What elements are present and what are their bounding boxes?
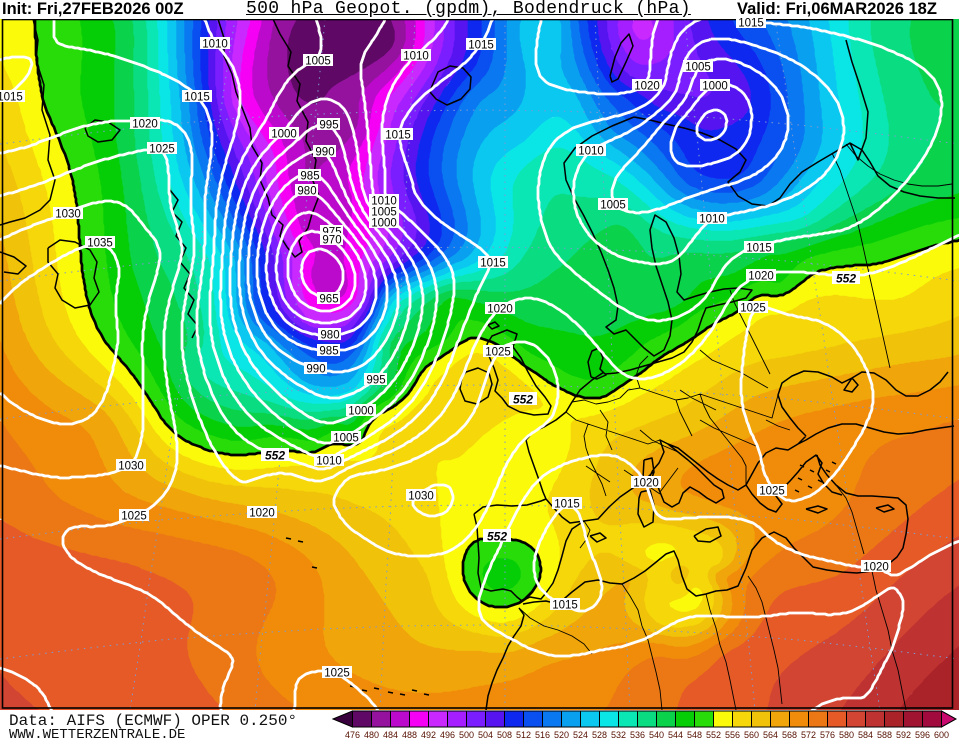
svg-text:576: 576	[820, 730, 835, 740]
svg-text:1020: 1020	[633, 478, 659, 490]
svg-text:552: 552	[265, 449, 285, 463]
svg-text:1000: 1000	[702, 81, 728, 93]
svg-text:500: 500	[459, 730, 474, 740]
svg-text:1005: 1005	[600, 200, 626, 212]
svg-text:1005: 1005	[333, 433, 359, 445]
svg-text:1025: 1025	[149, 144, 175, 156]
svg-text:596: 596	[915, 730, 930, 740]
svg-text:1010: 1010	[316, 456, 342, 468]
svg-text:995: 995	[366, 375, 385, 387]
svg-text:1015: 1015	[385, 130, 411, 142]
svg-text:1030: 1030	[408, 491, 434, 503]
svg-text:544: 544	[668, 730, 683, 740]
svg-text:1010: 1010	[403, 51, 429, 63]
svg-text:1015: 1015	[480, 258, 506, 270]
svg-text:1035: 1035	[87, 238, 113, 250]
svg-text:532: 532	[611, 730, 626, 740]
svg-text:524: 524	[573, 730, 588, 740]
svg-text:1015: 1015	[552, 600, 578, 612]
svg-text:1030: 1030	[55, 209, 81, 221]
svg-text:990: 990	[306, 364, 325, 376]
svg-text:1020: 1020	[748, 271, 774, 283]
svg-text:552: 552	[487, 530, 507, 544]
svg-text:516: 516	[535, 730, 550, 740]
svg-text:540: 540	[649, 730, 664, 740]
svg-text:520: 520	[554, 730, 569, 740]
svg-text:1020: 1020	[634, 81, 660, 93]
svg-text:1020: 1020	[487, 304, 513, 316]
svg-text:552: 552	[513, 393, 533, 407]
svg-text:990: 990	[315, 147, 334, 159]
svg-text:484: 484	[383, 730, 398, 740]
svg-text:512: 512	[516, 730, 531, 740]
svg-text:1010: 1010	[699, 214, 725, 226]
svg-text:985: 985	[300, 171, 319, 183]
svg-text:1020: 1020	[132, 119, 158, 131]
svg-text:488: 488	[402, 730, 417, 740]
svg-text:548: 548	[687, 730, 702, 740]
svg-text:1025: 1025	[485, 347, 511, 359]
svg-text:560: 560	[744, 730, 759, 740]
svg-text:1015: 1015	[0, 92, 23, 104]
svg-text:508: 508	[497, 730, 512, 740]
svg-text:1025: 1025	[759, 486, 785, 498]
svg-text:985: 985	[319, 346, 338, 358]
svg-text:600: 600	[934, 730, 949, 740]
svg-text:528: 528	[592, 730, 607, 740]
svg-text:1025: 1025	[324, 668, 350, 680]
svg-text:1010: 1010	[202, 39, 228, 51]
svg-text:1005: 1005	[305, 56, 331, 68]
svg-text:1025: 1025	[740, 303, 766, 315]
svg-text:552: 552	[836, 272, 856, 286]
svg-text:492: 492	[421, 730, 436, 740]
svg-text:1030: 1030	[118, 461, 144, 473]
svg-text:1010: 1010	[371, 196, 397, 208]
svg-text:592: 592	[896, 730, 911, 740]
svg-text:564: 564	[763, 730, 778, 740]
svg-text:970: 970	[322, 235, 341, 247]
svg-text:536: 536	[630, 730, 645, 740]
svg-text:480: 480	[364, 730, 379, 740]
svg-text:1005: 1005	[685, 62, 711, 74]
svg-text:995: 995	[319, 120, 338, 132]
svg-text:980: 980	[320, 330, 339, 342]
svg-text:1005: 1005	[371, 207, 397, 219]
svg-text:504: 504	[478, 730, 493, 740]
svg-text:1015: 1015	[468, 40, 494, 52]
svg-text:1025: 1025	[121, 511, 147, 523]
svg-text:496: 496	[440, 730, 455, 740]
svg-text:580: 580	[839, 730, 854, 740]
svg-text:980: 980	[297, 186, 316, 198]
svg-text:1000: 1000	[271, 129, 297, 141]
svg-text:1015: 1015	[554, 499, 580, 511]
svg-text:1015: 1015	[184, 92, 210, 104]
svg-text:965: 965	[319, 294, 338, 306]
svg-text:584: 584	[858, 730, 873, 740]
svg-text:1015: 1015	[738, 18, 764, 30]
svg-text:1000: 1000	[371, 218, 397, 230]
svg-text:552: 552	[706, 730, 721, 740]
svg-text:568: 568	[782, 730, 797, 740]
svg-text:1020: 1020	[249, 508, 275, 520]
svg-text:1015: 1015	[746, 243, 772, 255]
svg-text:1010: 1010	[578, 146, 604, 158]
svg-text:476: 476	[345, 730, 360, 740]
svg-text:1000: 1000	[348, 406, 374, 418]
svg-text:588: 588	[877, 730, 892, 740]
svg-text:556: 556	[725, 730, 740, 740]
svg-text:1020: 1020	[863, 562, 889, 574]
svg-text:572: 572	[801, 730, 816, 740]
